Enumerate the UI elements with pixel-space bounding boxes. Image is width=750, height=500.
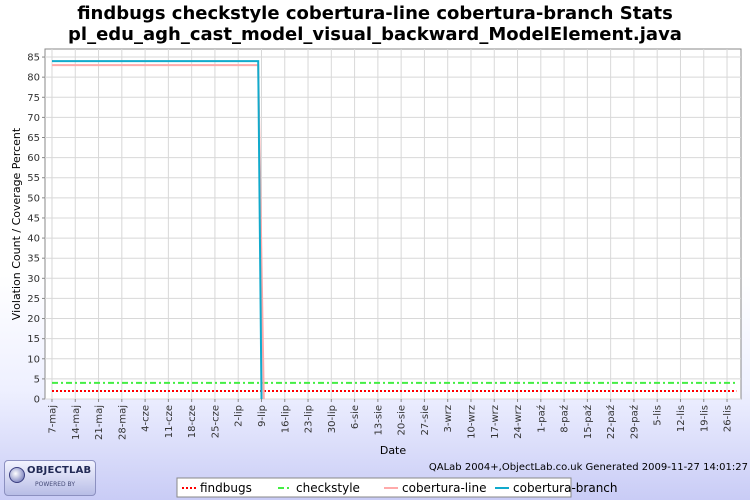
x-tick-label: 7-maj [47, 405, 58, 434]
logo-text: OBJECTLAB [27, 465, 92, 476]
x-tick-label: 4-cze [141, 405, 152, 432]
legend: findbugs checkstyle cobertura-line cobertur… [176, 477, 618, 498]
legend-label: cobertura-branch [513, 481, 618, 495]
y-tick-label: 65 [27, 133, 40, 144]
x-tick-label: 9-lip [257, 405, 268, 427]
y-axis-label: Violation Count / Coverage Percent [10, 127, 23, 320]
grid [45, 49, 741, 400]
x-axis-ticks: 7-maj 14-maj 21-maj 28-maj 4-cze 11-cze 18-cze… [47, 399, 734, 440]
x-axis-label: Date [380, 444, 407, 457]
y-tick-label: 50 [27, 193, 40, 204]
x-tick-label: 26-lis [723, 405, 734, 432]
x-tick-label: 11-cze [164, 405, 175, 438]
x-tick-label: 28-maj [117, 405, 128, 440]
y-tick-label: 80 [27, 73, 40, 84]
y-tick-label: 45 [27, 213, 40, 224]
y-tick-label: 35 [27, 254, 40, 265]
y-tick-label: 10 [27, 354, 40, 365]
x-tick-label: 10-wrz [466, 405, 477, 439]
x-tick-label: 16-lip [280, 405, 291, 433]
x-tick-label: 6-sie [350, 405, 361, 429]
series-lines [52, 60, 737, 400]
x-tick-label: 17-wrz [490, 405, 501, 439]
legend-box [176, 477, 572, 498]
chart-subtitle: pl_edu_agh_cast_model_visual_backward_Mo… [68, 24, 682, 45]
y-tick-label: 30 [27, 274, 40, 285]
y-tick-label: 25 [27, 294, 40, 305]
y-tick-label: 20 [27, 314, 40, 325]
y-tick-label: 60 [27, 153, 40, 164]
y-tick-label: 5 [34, 374, 40, 385]
x-tick-label: 29-paź [628, 405, 640, 439]
x-tick-label: 30-lip [327, 405, 338, 433]
x-tick-label: 21-maj [94, 405, 105, 440]
footer-credit: QALab 2004+,ObjectLab.co.uk Generated 20… [429, 462, 748, 473]
legend-label: cobertura-line [402, 481, 486, 495]
y-tick-label: 55 [27, 173, 40, 184]
y-tick-label: 85 [27, 53, 40, 64]
x-tick-label: 22-paź [605, 405, 617, 439]
x-tick-label: 3-wrz [443, 405, 454, 433]
x-tick-label: 18-cze [187, 405, 198, 438]
series-line-cobertura-branch [52, 60, 263, 400]
logo-subtext: POWERED BY [35, 481, 76, 488]
objectlab-logo: OBJECTLAB POWERED BY [4, 460, 96, 496]
x-tick-label: 5-lis [653, 405, 664, 426]
x-tick-label: 12-lis [676, 405, 687, 432]
y-tick-label: 40 [27, 234, 40, 245]
x-tick-label: 8-paź [559, 405, 571, 433]
logo-mark-icon [9, 467, 25, 483]
legend-label: checkstyle [296, 481, 360, 495]
x-tick-label: 14-maj [71, 405, 82, 440]
plot-area [44, 48, 742, 400]
x-tick-label: 27-sie [420, 405, 431, 435]
x-tick-label: 1-paź [535, 405, 547, 433]
x-tick-label: 23-lip [304, 405, 315, 433]
x-tick-label: 20-sie [397, 405, 408, 435]
y-tick-label: 70 [27, 113, 40, 124]
x-tick-label: 15-paź [582, 405, 594, 439]
x-tick-label: 25-cze [210, 405, 221, 438]
x-tick-label: 2-lip [234, 405, 245, 427]
x-tick-label: 13-sie [373, 405, 384, 435]
chart-title: findbugs checkstyle cobertura-line cober… [77, 3, 673, 24]
y-tick-label: 75 [27, 93, 40, 104]
x-tick-label: 24-wrz [513, 405, 524, 439]
y-tick-label: 15 [27, 334, 40, 345]
legend-label: findbugs [200, 481, 252, 495]
y-axis-ticks: 0 5 10 15 20 25 30 35 40 45 50 55 60 65 70 75 80 85 [27, 53, 45, 406]
x-tick-label: 19-lis [699, 405, 710, 432]
y-tick-label: 0 [34, 395, 40, 406]
